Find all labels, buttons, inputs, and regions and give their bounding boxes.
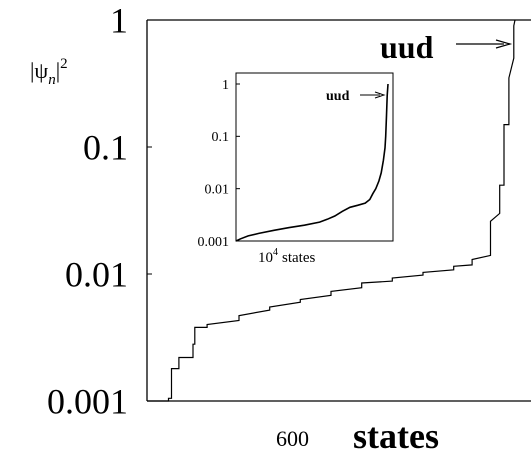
inset-annotation-label: uud bbox=[326, 89, 350, 104]
main-annotation-label: uud bbox=[380, 29, 434, 65]
main-y-tick-label: 0.01 bbox=[65, 255, 128, 295]
inset-x-label: 104 states bbox=[258, 247, 315, 266]
inset-x-label-sup: 4 bbox=[273, 247, 278, 258]
main-y-tick-label: 1 bbox=[110, 1, 128, 41]
main-y-tick-label: 0.001 bbox=[47, 382, 128, 422]
inset-y-tick-label: 0.01 bbox=[205, 183, 230, 198]
inset-y-tick-label: 0.001 bbox=[198, 235, 230, 250]
main-y-label-sub: n bbox=[48, 72, 56, 88]
inset-annotation-arrow bbox=[360, 91, 386, 99]
main-y-tick-labels: 1 0.1 0.01 0.001 bbox=[47, 1, 128, 422]
inset-series-line bbox=[235, 83, 389, 242]
main-y-tick-label: 0.1 bbox=[83, 128, 128, 168]
inset-frame bbox=[235, 72, 394, 242]
inset-y-tick-label: 1 bbox=[222, 78, 229, 93]
main-annotation-arrow bbox=[456, 39, 513, 49]
main-y-label-close: | bbox=[56, 58, 60, 83]
main-y-label-sup: 2 bbox=[60, 56, 68, 72]
main-series-line bbox=[147, 19, 516, 402]
main-y-label: |ψn|2 bbox=[30, 56, 68, 88]
inset-x-label-unit: states bbox=[282, 250, 315, 266]
inset-y-tick-labels: 1 0.1 0.01 0.001 bbox=[198, 78, 230, 250]
inset-x-label-base: 10 bbox=[258, 250, 273, 266]
main-y-ticks bbox=[147, 19, 152, 402]
main-x-label-unit: states bbox=[353, 416, 439, 456]
main-y-label-base: |ψ bbox=[30, 58, 48, 83]
main-x-label-number: 600 bbox=[276, 426, 309, 451]
inset-y-tick-label: 0.1 bbox=[212, 130, 230, 145]
